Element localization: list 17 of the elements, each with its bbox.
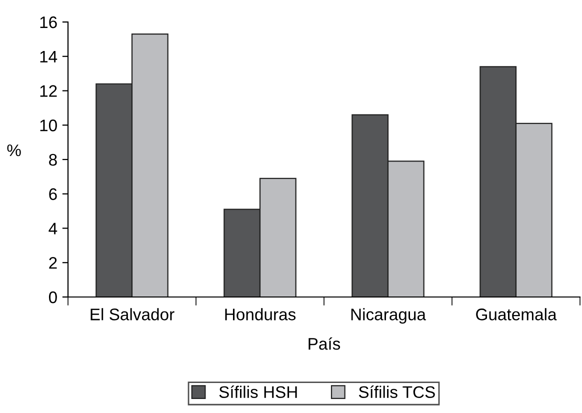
y-tick-label: 16 (40, 16, 57, 28)
x-axis-title: País (308, 337, 340, 350)
y-tick-label: 12 (40, 85, 57, 97)
y-axis-title: % (7, 144, 21, 156)
x-tick-label: Honduras (225, 308, 296, 320)
y-tick-label: 4 (48, 222, 58, 234)
y-tick-label: 14 (40, 50, 58, 62)
y-tick-label: 2 (49, 257, 57, 269)
legend-label: Sífilis HSH (219, 386, 297, 398)
y-tick-label: 8 (49, 154, 57, 166)
x-tick-label: Guatemala (476, 308, 557, 320)
y-tick-label: 6 (49, 188, 57, 200)
y-tick-label: 10 (40, 120, 57, 132)
x-tick-label: Nicaragua (351, 308, 426, 324)
legend-label: Sífilis TCS (358, 386, 435, 398)
y-tick-label: 0 (48, 291, 57, 304)
x-tick-label: El Salvador (90, 308, 174, 320)
